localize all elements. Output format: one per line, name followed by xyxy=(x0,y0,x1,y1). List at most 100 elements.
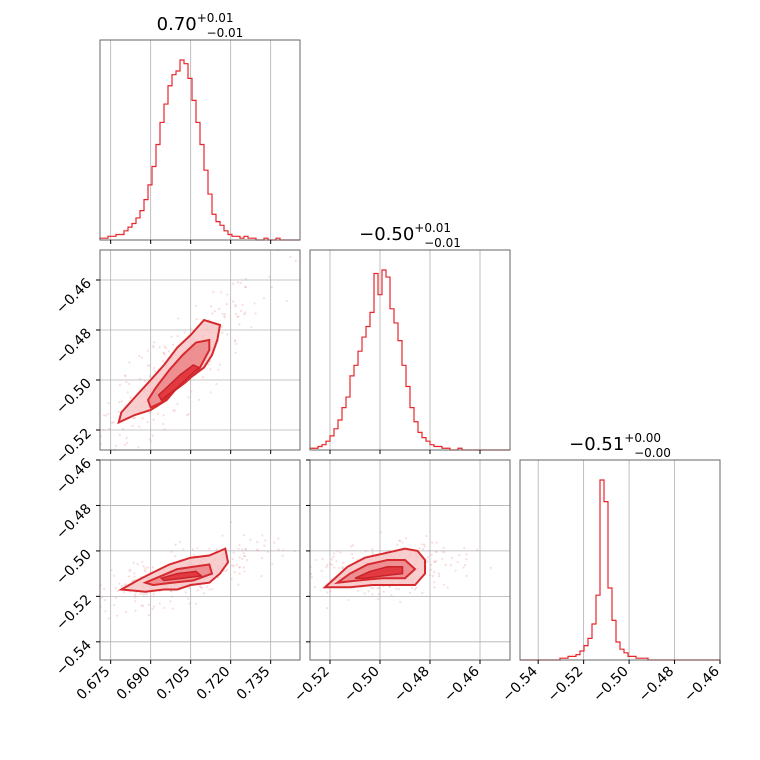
scatter-point xyxy=(332,552,336,555)
ytick-label-2-1: −0.52 xyxy=(53,592,95,634)
scatter-point xyxy=(350,545,353,548)
scatter-point xyxy=(223,312,226,316)
scatter-point xyxy=(234,351,237,354)
scatter-point xyxy=(114,596,118,600)
scatter-point xyxy=(156,412,160,415)
scatter-point xyxy=(103,414,106,417)
scatter-point xyxy=(270,285,274,289)
scatter-point xyxy=(152,592,155,595)
scatter-point xyxy=(441,557,444,560)
scatter-point xyxy=(260,574,263,578)
scatter-point xyxy=(200,587,204,590)
ytick-label-1-1: −0.50 xyxy=(53,376,95,418)
xtick-label-1-1: −0.50 xyxy=(341,664,383,706)
scatter-point xyxy=(476,549,479,552)
scatter-point xyxy=(425,561,429,564)
scatter-point xyxy=(116,614,119,617)
scatter-point xyxy=(236,281,240,284)
scatter-point xyxy=(254,312,257,315)
scatter-point xyxy=(146,421,149,424)
scatter-point xyxy=(139,377,142,381)
scatter-point xyxy=(215,548,219,551)
scatter-point xyxy=(149,440,152,443)
scatter-point xyxy=(178,540,181,544)
scatter-point xyxy=(123,584,126,587)
scatter-point xyxy=(128,569,131,572)
scatter-point xyxy=(208,547,211,550)
scatter-point xyxy=(430,553,433,556)
scatter-point xyxy=(333,566,336,569)
scatter-point xyxy=(148,411,151,415)
title-param-2: −0.51+0.00 −0.00 xyxy=(569,431,671,460)
contour-core-0-1 xyxy=(157,364,201,402)
scatter-point xyxy=(112,421,115,424)
scatter-point xyxy=(371,593,374,596)
scatter-point xyxy=(149,411,152,414)
contour-core-0-2 xyxy=(159,570,204,582)
scatter-point xyxy=(198,398,201,401)
scatter-point xyxy=(285,299,288,303)
scatter-point xyxy=(256,549,260,552)
scatter-point xyxy=(123,591,126,594)
scatter-point xyxy=(107,402,110,405)
scatter-point xyxy=(426,556,429,559)
scatter-point xyxy=(237,583,240,586)
title-param-1: −0.50+0.01 −0.01 xyxy=(359,221,461,250)
scatter-point xyxy=(232,282,235,285)
scatter-point xyxy=(133,578,136,581)
scatter-point xyxy=(190,390,193,393)
scatter-point xyxy=(193,554,196,557)
scatter-point xyxy=(209,360,212,363)
scatter-point xyxy=(153,366,156,370)
scatter-point xyxy=(115,444,118,447)
scatter-point xyxy=(437,572,441,575)
scatter-point xyxy=(223,316,226,319)
scatter-point xyxy=(234,339,237,342)
scatter-point xyxy=(336,550,339,553)
scatter-point xyxy=(123,443,127,447)
ytick-label-1-2: −0.48 xyxy=(53,326,95,368)
scatter-point xyxy=(174,555,177,558)
scatter-point xyxy=(186,597,190,600)
scatter-point xyxy=(132,417,135,420)
scatter-point xyxy=(140,604,143,607)
scatter-point xyxy=(249,538,252,541)
scatter-point xyxy=(215,382,218,386)
scatter-point xyxy=(117,410,121,413)
panel-frame-2-2 xyxy=(519,459,721,661)
scatter-point xyxy=(232,551,235,554)
scatter-point xyxy=(148,438,151,441)
scatter-point xyxy=(118,383,122,387)
scatter-point xyxy=(398,539,402,542)
scatter-point xyxy=(172,409,175,412)
scatter-point xyxy=(234,312,237,316)
scatter-point xyxy=(196,547,199,550)
ytick-label-2-3: −0.48 xyxy=(53,501,95,543)
scatter-point xyxy=(133,572,136,575)
scatter-point xyxy=(186,413,189,416)
scatter-point xyxy=(134,600,137,603)
scatter-point xyxy=(399,600,402,604)
scatter-point xyxy=(221,331,224,334)
scatter-point xyxy=(220,325,223,328)
scatter-point xyxy=(127,575,130,578)
scatter-point xyxy=(351,557,355,560)
scatter-point xyxy=(221,312,224,316)
scatter-point xyxy=(172,343,175,346)
scatter-point xyxy=(234,304,237,307)
scatter-point xyxy=(235,563,239,566)
scatter-point xyxy=(442,546,445,549)
scatter-point xyxy=(112,574,115,577)
scatter-point xyxy=(100,596,103,599)
scatter-point xyxy=(220,291,223,294)
scatter-point xyxy=(413,588,416,591)
scatter-point xyxy=(271,563,274,566)
scatter-point xyxy=(241,303,244,307)
ytick-label-2-2: −0.50 xyxy=(53,546,95,588)
scatter-point xyxy=(128,382,131,386)
scatter-point xyxy=(105,414,108,417)
scatter-point xyxy=(421,591,424,595)
scatter-point xyxy=(128,361,131,364)
scatter-point xyxy=(176,402,179,405)
